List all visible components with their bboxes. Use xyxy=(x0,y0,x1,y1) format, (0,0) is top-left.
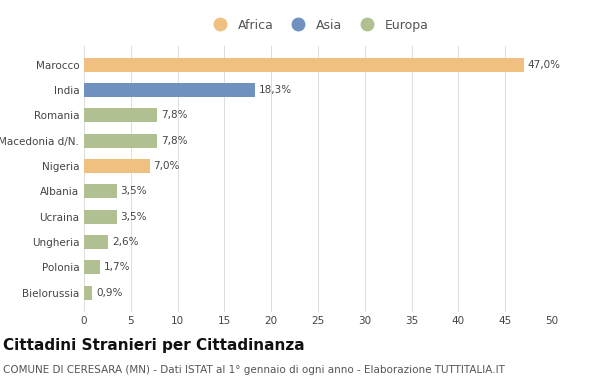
Bar xyxy=(84,159,149,173)
Text: 47,0%: 47,0% xyxy=(527,60,560,70)
Bar xyxy=(84,83,255,97)
Bar xyxy=(84,134,157,147)
Bar xyxy=(84,184,117,198)
Bar xyxy=(84,108,157,122)
Text: 2,6%: 2,6% xyxy=(112,237,139,247)
Bar xyxy=(84,235,109,249)
Bar xyxy=(84,210,117,223)
Text: 1,7%: 1,7% xyxy=(104,262,130,272)
Text: 7,8%: 7,8% xyxy=(161,110,187,120)
Legend: Africa, Asia, Europa: Africa, Asia, Europa xyxy=(203,14,433,37)
Text: 0,9%: 0,9% xyxy=(96,288,122,298)
Text: 7,0%: 7,0% xyxy=(153,161,179,171)
Text: Cittadini Stranieri per Cittadinanza: Cittadini Stranieri per Cittadinanza xyxy=(3,338,305,353)
Text: 3,5%: 3,5% xyxy=(121,212,147,222)
Bar xyxy=(84,286,92,299)
Bar xyxy=(84,58,524,71)
Text: COMUNE DI CERESARA (MN) - Dati ISTAT al 1° gennaio di ogni anno - Elaborazione T: COMUNE DI CERESARA (MN) - Dati ISTAT al … xyxy=(3,365,505,375)
Text: 3,5%: 3,5% xyxy=(121,186,147,196)
Text: 18,3%: 18,3% xyxy=(259,85,292,95)
Bar xyxy=(84,260,100,274)
Text: 7,8%: 7,8% xyxy=(161,136,187,146)
